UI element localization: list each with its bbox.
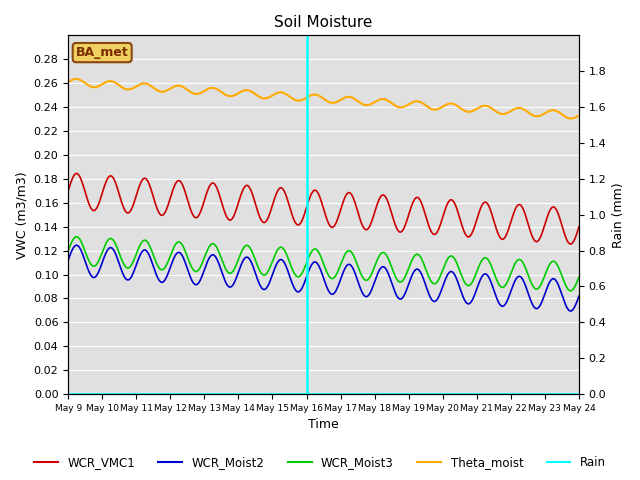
Line: WCR_VMC1: WCR_VMC1 bbox=[68, 173, 579, 244]
Rain bbox=[64, 391, 72, 397]
Theta_moist bbox=[463, 109, 471, 115]
Line: WCR_Moist2: WCR_Moist2 bbox=[68, 245, 579, 311]
Theta_moist bbox=[472, 106, 480, 112]
WCR_VMC1 bbox=[117, 197, 125, 203]
WCR_Moist2 bbox=[72, 242, 80, 248]
WCR_Moist2 bbox=[117, 265, 125, 271]
WCR_VMC1 bbox=[415, 196, 423, 202]
Rain bbox=[116, 391, 124, 397]
WCR_VMC1 bbox=[72, 170, 80, 176]
Theta_moist bbox=[575, 113, 583, 119]
WCR_Moist3 bbox=[290, 269, 298, 275]
Rain bbox=[415, 391, 423, 397]
WCR_VMC1 bbox=[290, 216, 298, 222]
X-axis label: Time: Time bbox=[308, 419, 339, 432]
WCR_Moist3 bbox=[463, 282, 471, 288]
WCR_VMC1 bbox=[567, 241, 575, 247]
WCR_VMC1 bbox=[463, 233, 471, 239]
WCR_Moist3 bbox=[567, 288, 575, 294]
WCR_Moist2 bbox=[271, 264, 279, 270]
WCR_VMC1 bbox=[472, 218, 480, 224]
WCR_Moist2 bbox=[290, 284, 298, 289]
WCR_Moist3 bbox=[64, 248, 72, 253]
Rain bbox=[289, 391, 297, 397]
Rain bbox=[271, 391, 278, 397]
Rain bbox=[463, 391, 470, 397]
WCR_Moist3 bbox=[575, 274, 583, 280]
Y-axis label: VWC (m3/m3): VWC (m3/m3) bbox=[15, 171, 28, 259]
Theta_moist bbox=[117, 84, 125, 89]
WCR_Moist2 bbox=[64, 257, 72, 263]
WCR_Moist3 bbox=[415, 252, 423, 258]
Line: Theta_moist: Theta_moist bbox=[68, 79, 579, 119]
Theta_moist bbox=[415, 99, 423, 105]
WCR_Moist2 bbox=[575, 293, 583, 299]
Title: Soil Moisture: Soil Moisture bbox=[275, 15, 372, 30]
Rain bbox=[472, 391, 479, 397]
Line: WCR_Moist3: WCR_Moist3 bbox=[68, 237, 579, 291]
Text: BA_met: BA_met bbox=[76, 46, 129, 59]
WCR_Moist3 bbox=[271, 252, 279, 257]
Legend: WCR_VMC1, WCR_Moist2, WCR_Moist3, Theta_moist, Rain: WCR_VMC1, WCR_Moist2, WCR_Moist3, Theta_… bbox=[29, 452, 611, 474]
Theta_moist bbox=[290, 96, 298, 102]
Theta_moist bbox=[271, 91, 279, 96]
Theta_moist bbox=[64, 79, 72, 85]
WCR_Moist3 bbox=[117, 254, 125, 260]
WCR_Moist3 bbox=[72, 234, 80, 240]
WCR_VMC1 bbox=[271, 194, 279, 200]
WCR_Moist2 bbox=[472, 288, 480, 293]
Theta_moist bbox=[72, 76, 80, 82]
WCR_VMC1 bbox=[64, 188, 72, 194]
WCR_Moist2 bbox=[415, 268, 423, 274]
Rain bbox=[575, 391, 583, 397]
WCR_Moist3 bbox=[472, 270, 480, 276]
Y-axis label: Rain (mm): Rain (mm) bbox=[612, 182, 625, 248]
WCR_VMC1 bbox=[575, 224, 583, 229]
WCR_Moist2 bbox=[567, 308, 575, 314]
Theta_moist bbox=[567, 116, 575, 121]
WCR_Moist2 bbox=[463, 300, 471, 306]
